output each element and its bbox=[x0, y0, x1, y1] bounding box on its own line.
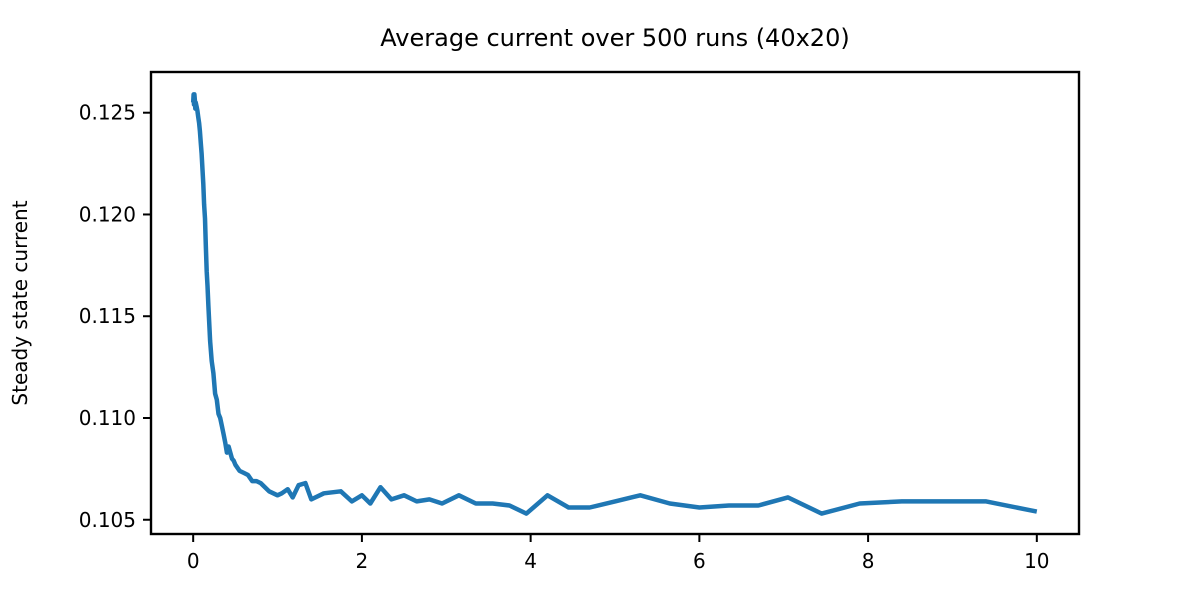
y-tick-label: 0.105 bbox=[79, 508, 136, 532]
x-tick-label: 0 bbox=[187, 549, 200, 573]
x-tick-label: 8 bbox=[862, 549, 875, 573]
x-tick-label: 4 bbox=[524, 549, 537, 573]
y-tick-label: 0.115 bbox=[79, 304, 136, 328]
series-line-0 bbox=[190, 92, 1038, 516]
x-tick-label: 2 bbox=[356, 549, 369, 573]
y-tick-label: 0.110 bbox=[79, 406, 136, 430]
plot-frame bbox=[149, 70, 1081, 536]
y-tick-label: 0.125 bbox=[79, 101, 136, 125]
y-axis-label: Steady state current bbox=[8, 200, 32, 405]
plot-area: 0 2 4 6 8 10 0.105 0.110 0.115 0.120 0.125 bbox=[79, 92, 1050, 573]
x-tick-label: 10 bbox=[1024, 549, 1049, 573]
y-tick-label: 0.120 bbox=[79, 202, 136, 226]
chart-title: Average current over 500 runs (40x20) bbox=[380, 24, 849, 52]
x-tick-label: 6 bbox=[693, 549, 706, 573]
